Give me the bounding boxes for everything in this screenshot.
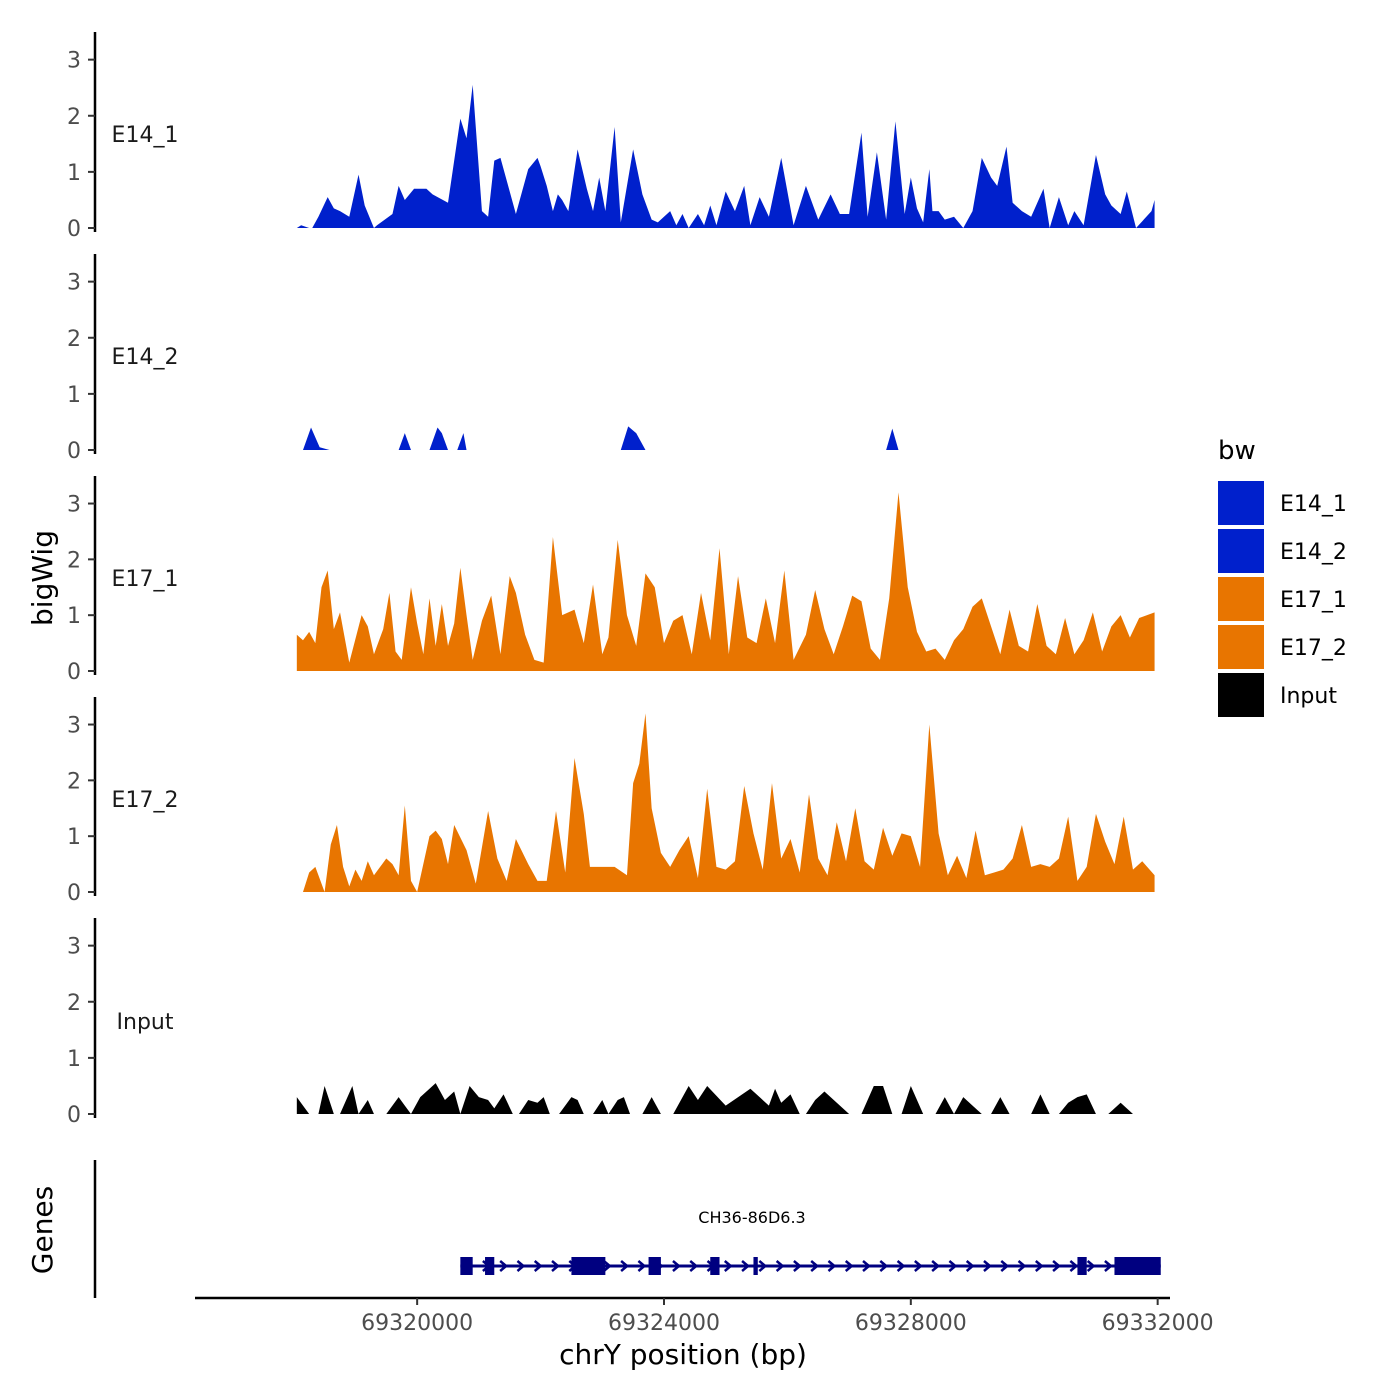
strand-arrow [775, 1260, 785, 1272]
area-E17_1 [296, 492, 1155, 671]
strand-arrow [931, 1260, 941, 1272]
y-tick-label: 2 [67, 769, 81, 794]
strand-arrow [723, 1260, 733, 1272]
gene-exon [485, 1257, 495, 1275]
gene-exon [1114, 1257, 1161, 1275]
strand-arrow [1017, 1260, 1027, 1272]
strand-arrow [620, 1260, 630, 1272]
strand-arrow [741, 1260, 751, 1272]
y-tick-label: 3 [67, 714, 81, 739]
y-tick-label: 3 [67, 935, 81, 960]
legend-swatch [1218, 577, 1264, 621]
legend-label: E14_1 [1280, 492, 1347, 517]
gene-exon [648, 1257, 661, 1275]
y-tick-label: 1 [67, 1047, 81, 1072]
strand-arrow [1104, 1260, 1113, 1272]
gene-exon [753, 1257, 758, 1275]
track-E17_2: 0 1 2 3 E17_2 [67, 697, 1155, 906]
y-tick-label: 0 [67, 1103, 81, 1128]
track-label: E17_1 [112, 567, 179, 592]
legend-label: Input [1280, 684, 1337, 709]
x-tick-label: 69332000 [1102, 1311, 1214, 1336]
legend-label: E14_2 [1280, 540, 1347, 565]
x-tick-label: 69328000 [855, 1311, 967, 1336]
strand-arrow [758, 1260, 768, 1272]
x-tick-label: 69324000 [608, 1311, 720, 1336]
strand-arrow [551, 1260, 560, 1272]
gene-exon [1077, 1257, 1087, 1275]
legend-swatch [1218, 625, 1264, 669]
gene-exon [460, 1257, 473, 1275]
strand-arrow [1086, 1260, 1096, 1272]
legend-title: bw [1218, 436, 1256, 466]
track-label: E17_2 [112, 788, 179, 813]
strand-arrow [810, 1260, 820, 1272]
area-E14_1 [296, 84, 1155, 228]
area-E17_2 [302, 713, 1155, 892]
strand-arrow [844, 1260, 854, 1272]
x-axis-title: chrY position (bp) [559, 1338, 807, 1371]
legend-label: E17_1 [1280, 588, 1347, 613]
strand-arrow [672, 1260, 681, 1272]
strand-arrow [1069, 1260, 1079, 1272]
track-label: E14_2 [112, 345, 179, 370]
strand-arrow [1000, 1260, 1010, 1272]
strand-arrow [948, 1260, 958, 1272]
y-tick-label: 3 [67, 493, 81, 518]
y-tick-label: 3 [67, 49, 81, 74]
y-tick-label: 0 [67, 660, 81, 685]
x-axis: 69320000 69324000 69328000 69332000 [195, 1296, 1214, 1336]
y-tick-label: 0 [67, 881, 81, 906]
gene-exon [571, 1257, 606, 1275]
area-E14_2 [302, 426, 899, 450]
strand-arrow [637, 1260, 647, 1272]
track-Input: 0 1 2 3 Input [67, 918, 1155, 1128]
gene-name: CH36-86D6.3 [698, 1208, 805, 1227]
y-tick-label: 2 [67, 548, 81, 573]
track-label: Input [117, 1010, 174, 1035]
legend-swatch [1218, 481, 1264, 525]
signal-tracks: 0 1 2 3 E14_1 0 1 2 3 E14_2 0 1 2 3 E17_1 0 1 2 3 E17_2 0 1 2 3… [67, 32, 1155, 1128]
y-tick-label: 2 [67, 327, 81, 352]
legend-swatch [1218, 529, 1264, 573]
strand-arrow [827, 1260, 837, 1272]
y-axis-title: bigWig [26, 530, 59, 626]
y-tick-label: 2 [67, 105, 81, 130]
y-tick-label: 1 [67, 383, 81, 408]
strand-arrow [879, 1260, 889, 1272]
y-tick-label: 1 [67, 825, 81, 850]
strand-arrow [914, 1260, 923, 1272]
strand-arrow [1034, 1260, 1044, 1272]
legend: bw E14_1 E14_2 E17_1 E17_2 Input [1218, 436, 1347, 717]
strand-arrow [603, 1260, 612, 1272]
strand-arrow [516, 1260, 526, 1272]
y-tick-label: 1 [67, 161, 81, 186]
gene-axis-title: Genes [26, 1186, 59, 1274]
track-label: E14_1 [112, 123, 179, 148]
strand-arrow [983, 1260, 992, 1272]
strand-arrow [499, 1260, 509, 1272]
y-tick-label: 3 [67, 271, 81, 296]
x-tick-label: 69320000 [361, 1311, 473, 1336]
gene-exon [710, 1257, 720, 1275]
legend-label: E17_2 [1280, 636, 1347, 661]
strand-arrow [533, 1260, 543, 1272]
y-tick-label: 0 [67, 217, 81, 242]
legend-swatch [1218, 673, 1264, 717]
track-E17_1: 0 1 2 3 E17_1 [67, 476, 1155, 685]
y-tick-label: 2 [67, 991, 81, 1016]
track-E14_1: 0 1 2 3 E14_1 [67, 32, 1155, 242]
area-Input [296, 1083, 1155, 1114]
strand-arrow [689, 1260, 699, 1272]
strand-arrow [862, 1260, 871, 1272]
strand-arrow [793, 1260, 802, 1272]
strand-arrow [965, 1260, 975, 1272]
track-E14_2: 0 1 2 3 E14_2 [67, 254, 899, 464]
gene-track: CH36-86D6.3 [93, 1160, 1161, 1298]
strand-arrow [896, 1260, 906, 1272]
y-tick-label: 0 [67, 439, 81, 464]
strand-arrow [1052, 1260, 1062, 1272]
y-tick-label: 1 [67, 604, 81, 629]
